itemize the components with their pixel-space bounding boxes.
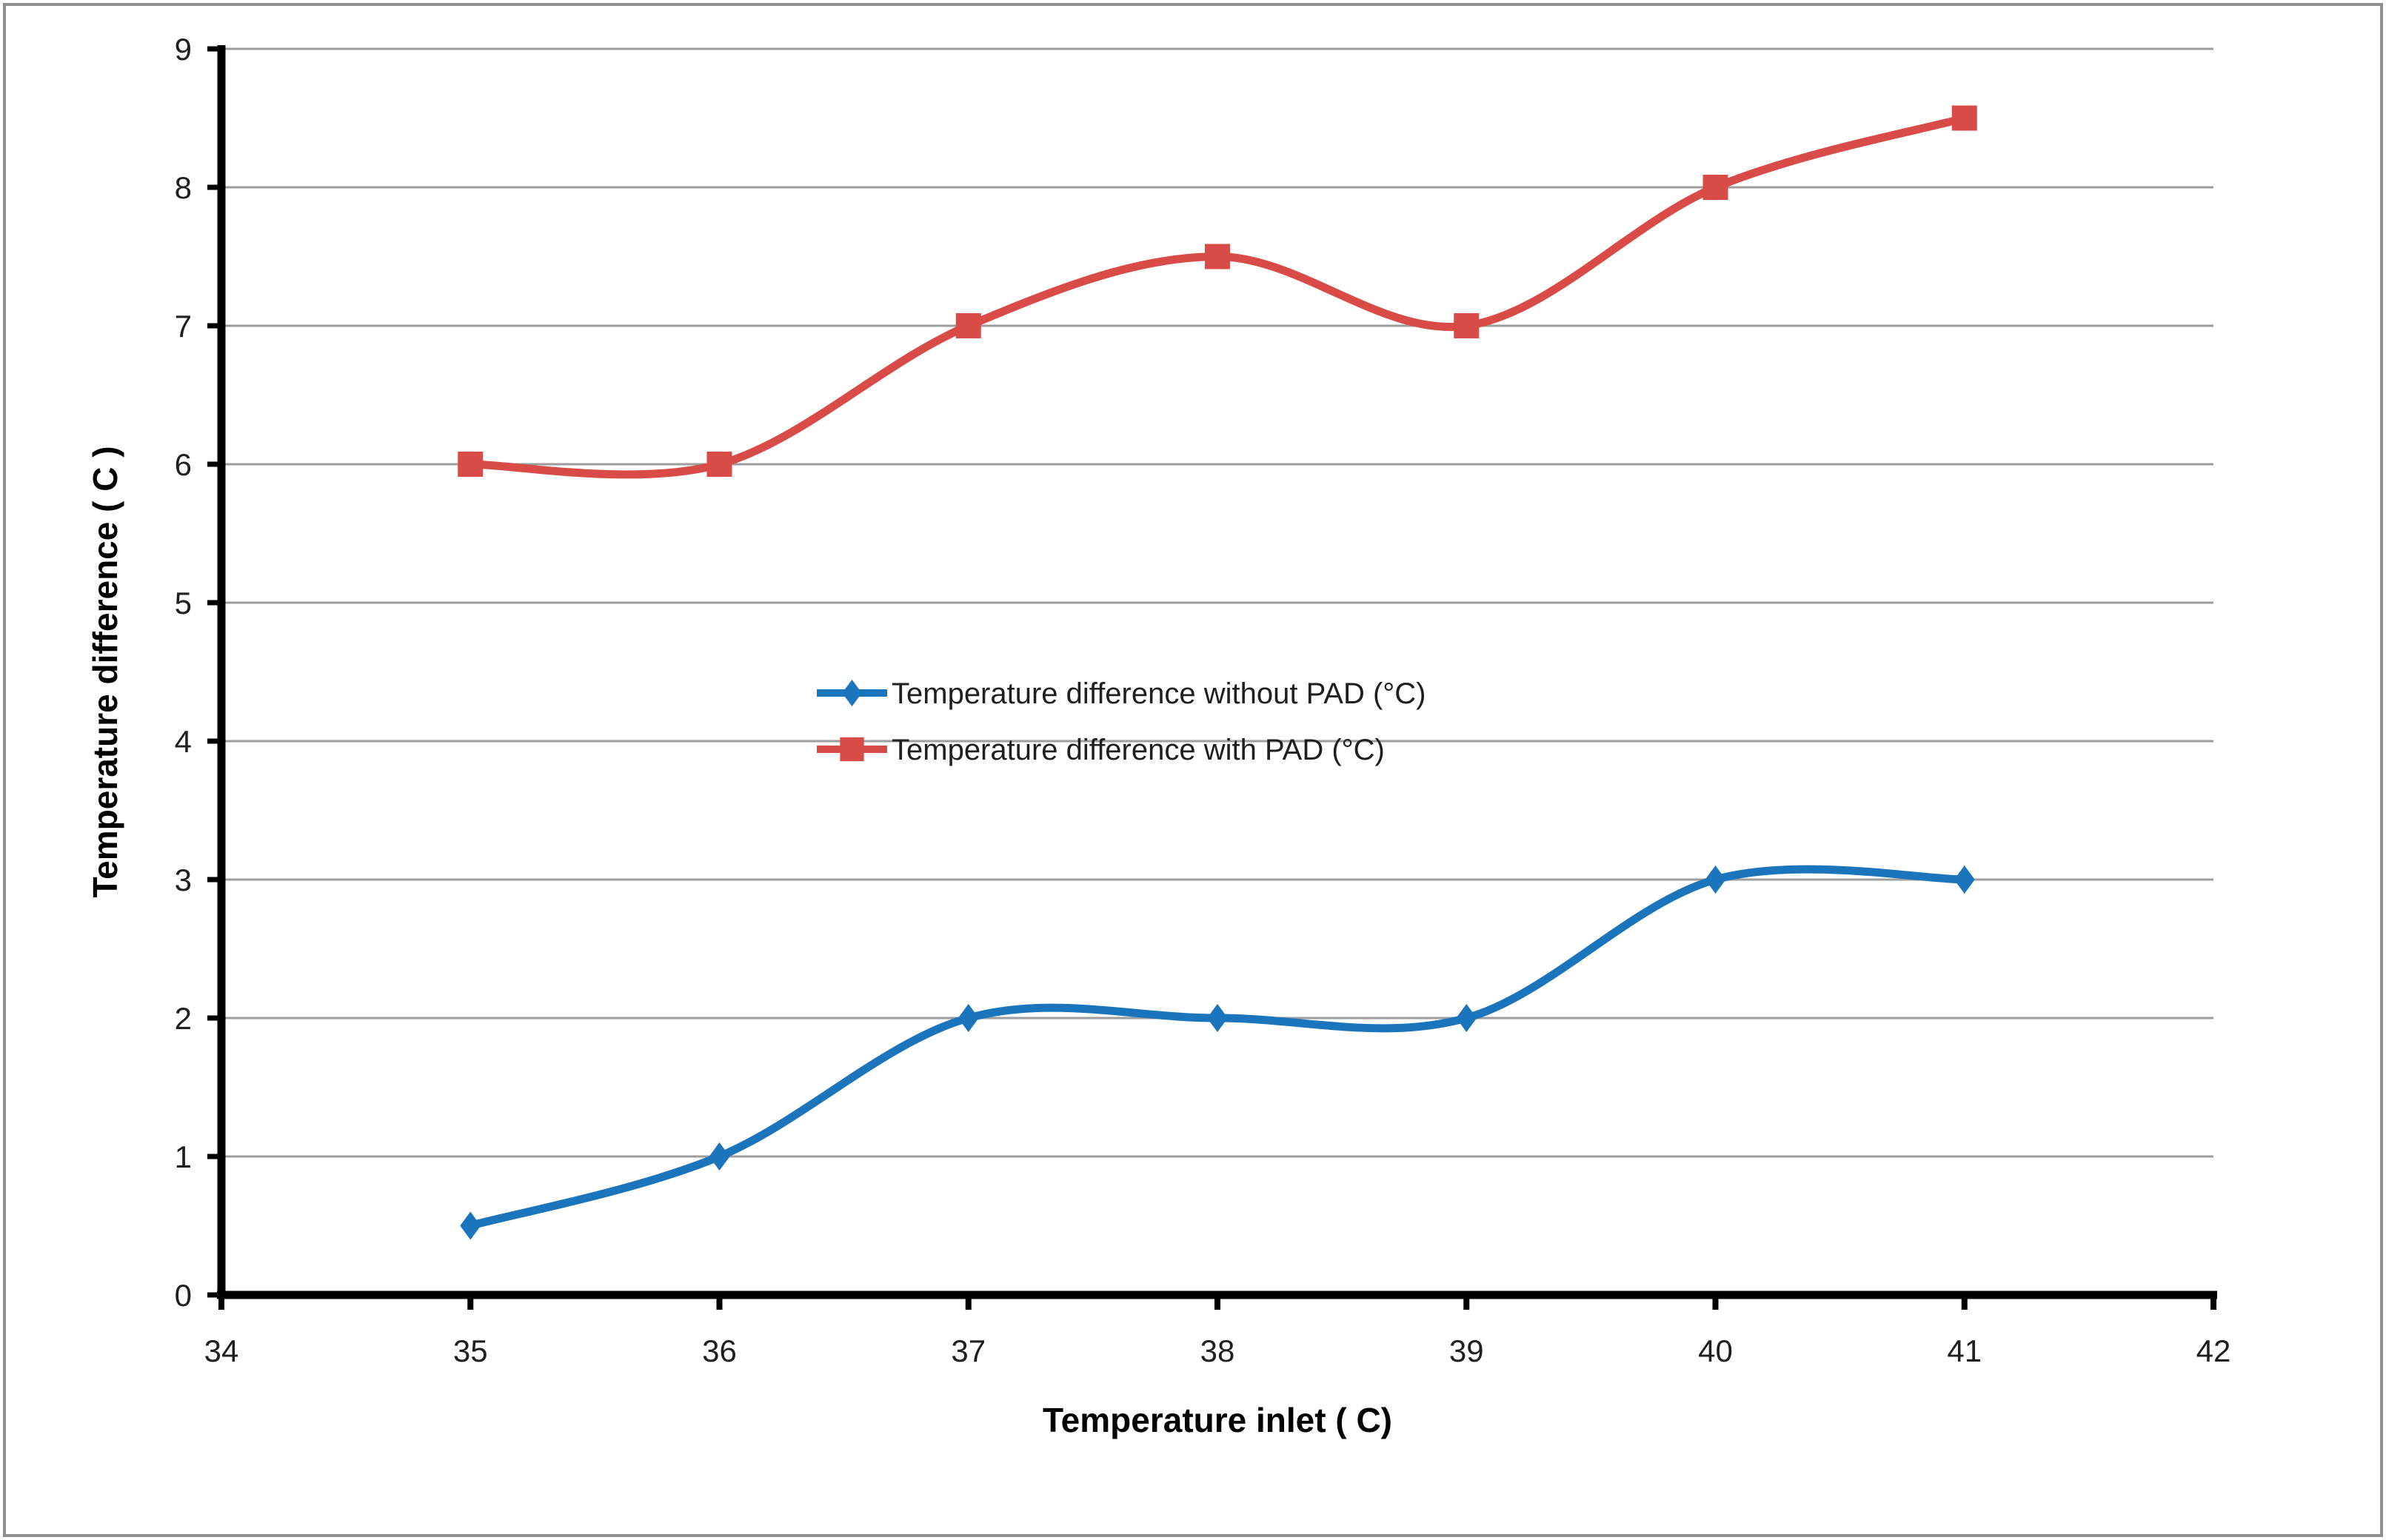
y-tick-label: 9 (175, 32, 192, 67)
series-with-pad-marker (1454, 313, 1480, 338)
series-with-pad-marker (955, 313, 981, 338)
legend-label-with-pad: Temperature difference with PAD (°C) (892, 734, 1385, 766)
chart-frame: 0 1 2 3 4 5 6 7 8 9 34 35 36 37 38 39 40 41 42 Temperature … (3, 3, 2383, 1537)
legend-item-with-pad: Temperature difference with PAD (°C) (817, 734, 1385, 766)
legend-label-without-pad: Temperature difference without PAD (°C) (892, 677, 1426, 710)
series-without-pad-marker (1705, 866, 1726, 894)
legend-item-without-pad: Temperature difference without PAD (°C) (817, 677, 1426, 710)
y-tick-label: 7 (175, 309, 192, 344)
series-with-pad-marker (706, 452, 732, 477)
series-without-pad-line (466, 865, 1969, 1230)
series-without-pad-marker (460, 1211, 481, 1240)
series-without-pad-marker (1456, 1004, 1477, 1032)
series-without-pad-marker (1207, 1004, 1228, 1032)
series-with-pad-line (466, 114, 1969, 479)
y-tick-label: 5 (175, 586, 192, 620)
legend: Temperature difference without PAD (°C) T… (817, 677, 1426, 766)
legend-marker-with-pad (840, 737, 864, 762)
y-tick-label: 1 (175, 1139, 192, 1174)
series-with-pad-marker (458, 452, 484, 477)
series-without-pad-marker (1954, 866, 1975, 894)
legend-marker-without-pad (842, 679, 862, 707)
series-with-pad (458, 105, 1977, 479)
x-tick-label: 34 (204, 1333, 239, 1368)
y-tick-label: 8 (175, 170, 192, 205)
x-tick-label: 36 (702, 1333, 737, 1368)
gridlines-group (221, 47, 2213, 1158)
x-tick-label: 39 (1449, 1333, 1484, 1368)
axes-group (207, 45, 2217, 1310)
series-without-pad-marker (709, 1142, 730, 1171)
x-axis-title: Temperature inlet ( C) (1043, 1401, 1392, 1439)
x-tick-label: 35 (453, 1333, 488, 1368)
x-tick-label: 37 (951, 1333, 986, 1368)
y-tick-label: 6 (175, 447, 192, 482)
y-tick-label: 4 (175, 724, 192, 759)
series-without-pad (460, 865, 1975, 1240)
x-tick-label: 38 (1200, 1333, 1235, 1368)
series-with-pad-marker (1205, 244, 1230, 270)
y-tick-label: 3 (175, 863, 192, 897)
y-tick-label: 2 (175, 1001, 192, 1036)
series-without-pad-marker (958, 1004, 979, 1032)
y-tick-label: 0 (175, 1278, 192, 1313)
series-with-pad-marker (1951, 105, 1977, 131)
x-tick-label: 42 (2196, 1333, 2231, 1368)
x-tick-label: 41 (1947, 1333, 1982, 1368)
y-axis-title: Temperature difference ( C ) (86, 446, 124, 897)
x-tick-label: 40 (1698, 1333, 1733, 1368)
series-with-pad-marker (1702, 175, 1728, 200)
